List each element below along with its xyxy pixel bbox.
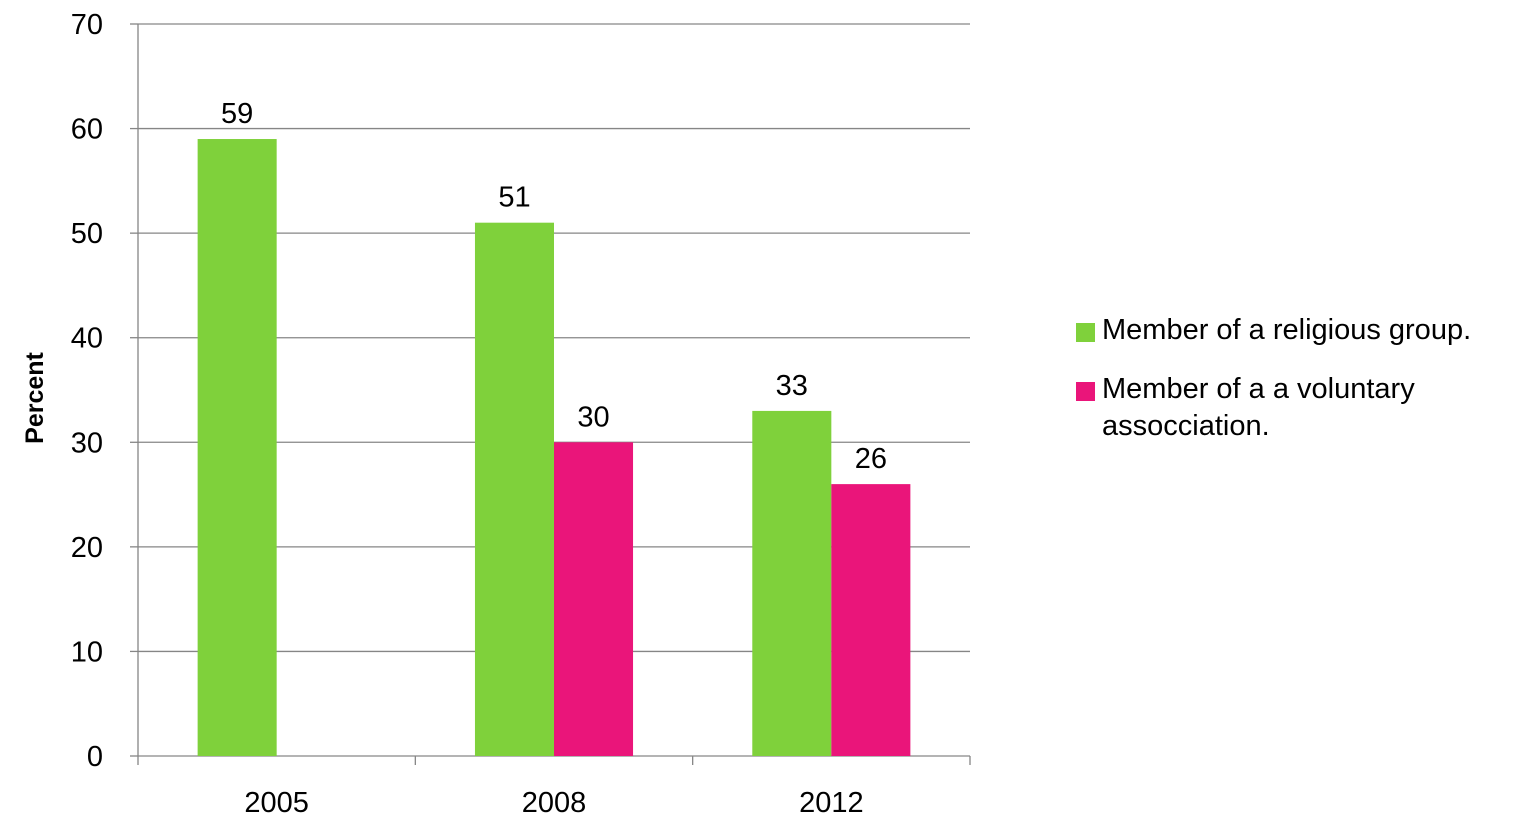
legend-item-religious-group: Member of a religious group. (1076, 312, 1516, 349)
bar-series1-2008 (554, 442, 634, 756)
y-tick-label-60: 60 (71, 114, 103, 146)
data-label-series0-2012: 33 (776, 370, 808, 402)
legend-swatch-voluntary-association (1076, 382, 1095, 401)
bar-series1-2012 (831, 484, 911, 756)
bars (197, 139, 911, 756)
bar-series0-2005 (197, 139, 277, 756)
legend-swatch-religious-group (1076, 323, 1095, 342)
data-label-series0-2005: 59 (221, 98, 253, 130)
x-tick-label-2005: 2005 (244, 787, 309, 816)
y-tick-label-10: 10 (71, 636, 103, 668)
legend-label-voluntary-association: Member of a a voluntary assocciation. (1102, 373, 1415, 442)
data-label-series1-2008: 30 (577, 401, 609, 433)
y-tick-label-50: 50 (71, 218, 103, 250)
bar-series0-2008 (474, 222, 554, 756)
data-labels: 59 51 30 33 26 (221, 98, 887, 475)
data-label-series0-2008: 51 (498, 182, 530, 214)
y-tick-label-20: 20 (71, 532, 103, 564)
legend-label-religious-group: Member of a religious group. (1102, 314, 1472, 346)
x-tick-label-2008: 2008 (522, 787, 587, 816)
data-label-series1-2012: 26 (855, 443, 887, 475)
y-tick-label-70: 70 (71, 9, 103, 41)
y-tick-label-0: 0 (87, 741, 103, 773)
legend-item-voluntary-association: Member of a a voluntary assocciation. (1076, 371, 1516, 445)
y-axis-title: Percent (21, 351, 49, 443)
y-tick-label-30: 30 (71, 427, 103, 459)
bar-series0-2012 (752, 410, 832, 756)
y-tick-label-40: 40 (71, 323, 103, 355)
x-tick-label-2012: 2012 (799, 787, 864, 816)
legend: Member of a religious group. Member of a… (1076, 312, 1516, 467)
